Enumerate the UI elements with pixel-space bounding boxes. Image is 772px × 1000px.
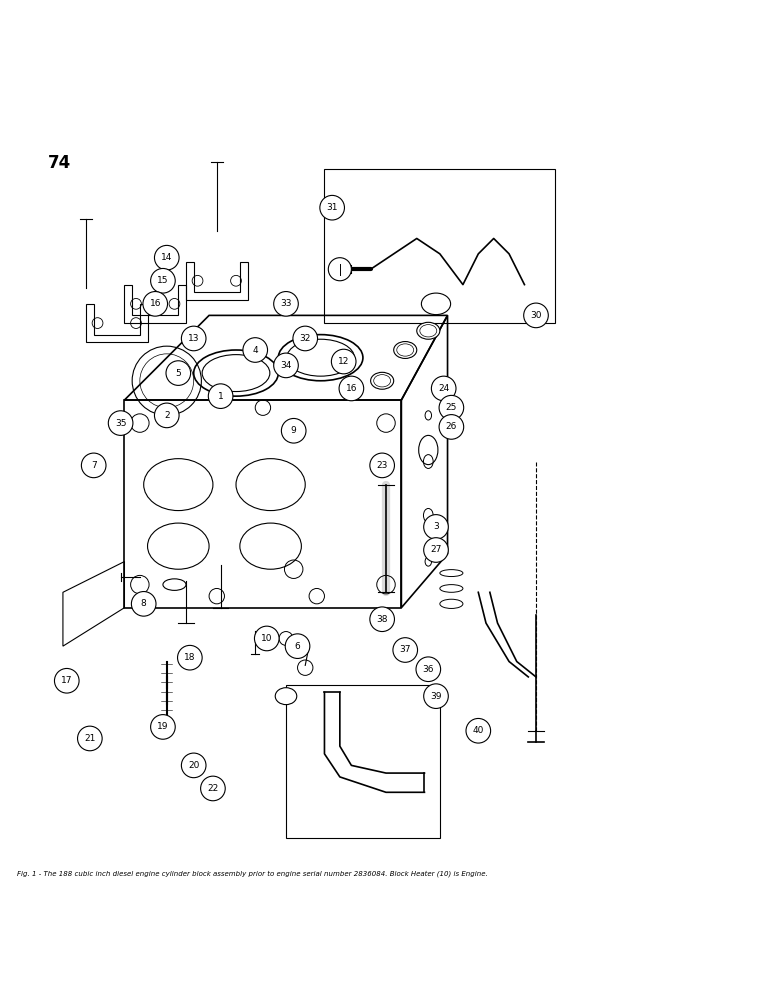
Circle shape [424, 684, 449, 708]
Circle shape [393, 638, 418, 662]
Text: 38: 38 [377, 615, 388, 624]
Text: 35: 35 [115, 419, 127, 428]
Circle shape [439, 415, 464, 439]
Circle shape [108, 411, 133, 435]
Bar [324, 169, 555, 323]
Text: 27: 27 [430, 545, 442, 554]
Text: Fig. 1 - The 188 cubic inch diesel engine cylinder block assembly prior to engin: Fig. 1 - The 188 cubic inch diesel engin… [17, 870, 488, 877]
Circle shape [243, 338, 268, 362]
Text: 22: 22 [208, 784, 218, 793]
Circle shape [320, 195, 344, 220]
Circle shape [208, 384, 233, 408]
Text: 19: 19 [157, 722, 168, 731]
Text: 16: 16 [150, 299, 161, 308]
Circle shape [523, 303, 548, 328]
Circle shape [55, 668, 79, 693]
Circle shape [166, 361, 191, 385]
Text: 36: 36 [422, 665, 434, 674]
Circle shape [154, 403, 179, 428]
Text: 34: 34 [280, 361, 292, 370]
Circle shape [370, 453, 394, 478]
Text: 15: 15 [157, 276, 168, 285]
Text: 40: 40 [472, 726, 484, 735]
Circle shape [181, 326, 206, 351]
Text: 25: 25 [445, 403, 457, 412]
Circle shape [466, 718, 491, 743]
Circle shape [131, 592, 156, 616]
Circle shape [178, 645, 202, 670]
Circle shape [439, 395, 464, 420]
Circle shape [424, 538, 449, 562]
Circle shape [339, 376, 364, 401]
Circle shape [154, 245, 179, 270]
Ellipse shape [417, 322, 440, 339]
Ellipse shape [422, 293, 451, 315]
Circle shape [151, 268, 175, 293]
Text: 31: 31 [327, 203, 338, 212]
Circle shape [328, 258, 351, 281]
Circle shape [151, 715, 175, 739]
Text: 18: 18 [184, 653, 195, 662]
Text: 7: 7 [91, 461, 96, 470]
Bar [286, 685, 440, 838]
Text: 12: 12 [338, 357, 350, 366]
Text: 2: 2 [164, 411, 170, 420]
Circle shape [255, 626, 279, 651]
Text: 23: 23 [377, 461, 388, 470]
Text: 6: 6 [295, 642, 300, 651]
Circle shape [331, 349, 356, 374]
Text: 17: 17 [61, 676, 73, 685]
Circle shape [416, 657, 441, 682]
Text: 74: 74 [48, 154, 71, 172]
Circle shape [293, 326, 317, 351]
Circle shape [370, 607, 394, 632]
Circle shape [285, 634, 310, 658]
Ellipse shape [371, 372, 394, 389]
Text: 5: 5 [175, 369, 181, 378]
Circle shape [281, 418, 306, 443]
Circle shape [274, 292, 298, 316]
Circle shape [143, 292, 168, 316]
Text: 33: 33 [280, 299, 292, 308]
Text: 4: 4 [252, 346, 258, 355]
Circle shape [274, 353, 298, 378]
Ellipse shape [394, 342, 417, 358]
Circle shape [424, 515, 449, 539]
Text: 8: 8 [141, 599, 147, 608]
Circle shape [432, 376, 456, 401]
Text: 37: 37 [399, 645, 411, 654]
Text: 13: 13 [188, 334, 199, 343]
Circle shape [81, 453, 106, 478]
Circle shape [77, 726, 102, 751]
Text: 32: 32 [300, 334, 311, 343]
Text: 26: 26 [445, 422, 457, 431]
Circle shape [201, 776, 225, 801]
Circle shape [181, 753, 206, 778]
Text: 10: 10 [261, 634, 273, 643]
Text: 14: 14 [161, 253, 172, 262]
Text: 16: 16 [346, 384, 357, 393]
Ellipse shape [276, 688, 296, 705]
Text: 3: 3 [433, 522, 438, 531]
Text: 9: 9 [291, 426, 296, 435]
Text: 39: 39 [430, 692, 442, 701]
Text: 20: 20 [188, 761, 199, 770]
Text: 1: 1 [218, 392, 223, 401]
Text: 30: 30 [530, 311, 542, 320]
Text: 21: 21 [84, 734, 96, 743]
Text: 24: 24 [438, 384, 449, 393]
